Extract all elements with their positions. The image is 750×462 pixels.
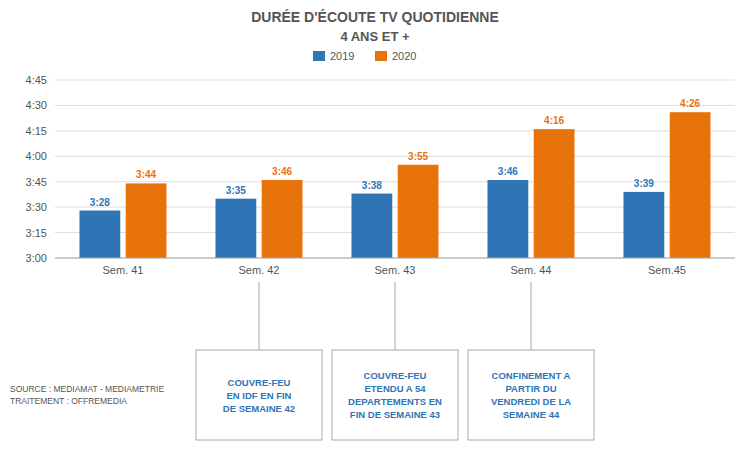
x-tick-label: Sem. 42	[239, 264, 280, 276]
annotation: CONFINEMENT APARTIR DUVENDREDI DE LASEMA…	[491, 370, 571, 420]
x-axis-line	[55, 258, 735, 259]
bar	[670, 112, 711, 258]
annotation-box	[196, 350, 322, 440]
annotation-box	[332, 350, 458, 440]
chart: DURÉE D'ÉCOUTE TV QUOTIDIENNE 4 ANS ET + 3…	[0, 0, 750, 462]
x-tick-label: Sem. 44	[511, 264, 552, 276]
title: DURÉE D'ÉCOUTE TV QUOTIDIENNE	[251, 9, 499, 25]
bar	[215, 199, 256, 258]
grid-line	[55, 130, 735, 131]
y-tick-label: 4:00	[26, 150, 47, 162]
y-tick-label: 4:45	[26, 74, 47, 86]
bar	[487, 180, 528, 258]
y-tick-label: 4:15	[26, 125, 47, 137]
x-tick-label: Sem. 43	[375, 264, 416, 276]
bar	[126, 183, 167, 258]
legend: 2019 2020	[313, 50, 416, 62]
y-tick-label: 3:00	[26, 252, 47, 264]
bar	[351, 194, 392, 258]
annotation-line	[259, 282, 260, 350]
data-label: 3:46	[272, 166, 292, 177]
legend-swatch	[375, 51, 387, 61]
data-label: 3:28	[90, 197, 110, 208]
x-tick-label: Sem. 41	[103, 264, 144, 276]
bar	[534, 129, 575, 258]
bar	[398, 165, 439, 258]
source: SOURCE : MEDIAMAT - MEDIAMETRIETRAITEMEN…	[10, 384, 164, 406]
data-label: 3:35	[226, 185, 246, 196]
grid-line	[55, 105, 735, 106]
annotation-line	[531, 282, 532, 350]
grid-line	[55, 156, 735, 157]
annotation-line	[395, 282, 396, 350]
subtitle: 4 ANS ET +	[340, 29, 410, 44]
x-tick-label: Sem.45	[648, 264, 686, 276]
data-label: 3:55	[408, 151, 428, 162]
data-label: 3:44	[136, 169, 156, 180]
grid-line	[55, 80, 735, 81]
y-tick-label: 3:15	[26, 227, 47, 239]
data-label: 3:38	[362, 180, 382, 191]
annotation-box	[468, 350, 594, 440]
legend-swatch	[313, 51, 325, 61]
bar	[623, 192, 664, 258]
bar	[262, 180, 303, 258]
data-label: 4:26	[680, 98, 700, 109]
y-tick-label: 3:30	[26, 201, 47, 213]
grid-line	[55, 258, 735, 259]
data-label: 4:16	[544, 115, 564, 126]
annotation: COUVRE-FEUEN IDF EN FINDE SEMAINE 42	[223, 377, 295, 414]
data-labels: 3:28 3:35 3:38 3:46 3:39 3:44 3:46 3:55 4:16 4:26	[90, 98, 701, 207]
legend-label: 2020	[392, 50, 416, 62]
bar	[79, 211, 120, 258]
annotation: COUVRE-FEUETENDU A 54DEPARTEMENTS ENFIN …	[348, 370, 442, 420]
y-tick-label: 3:45	[26, 176, 47, 188]
bars	[79, 112, 710, 258]
y-tick-label: 4:30	[26, 99, 47, 111]
data-label: 3:39	[634, 178, 654, 189]
legend-label: 2019	[330, 50, 354, 62]
data-label: 3:46	[498, 166, 518, 177]
